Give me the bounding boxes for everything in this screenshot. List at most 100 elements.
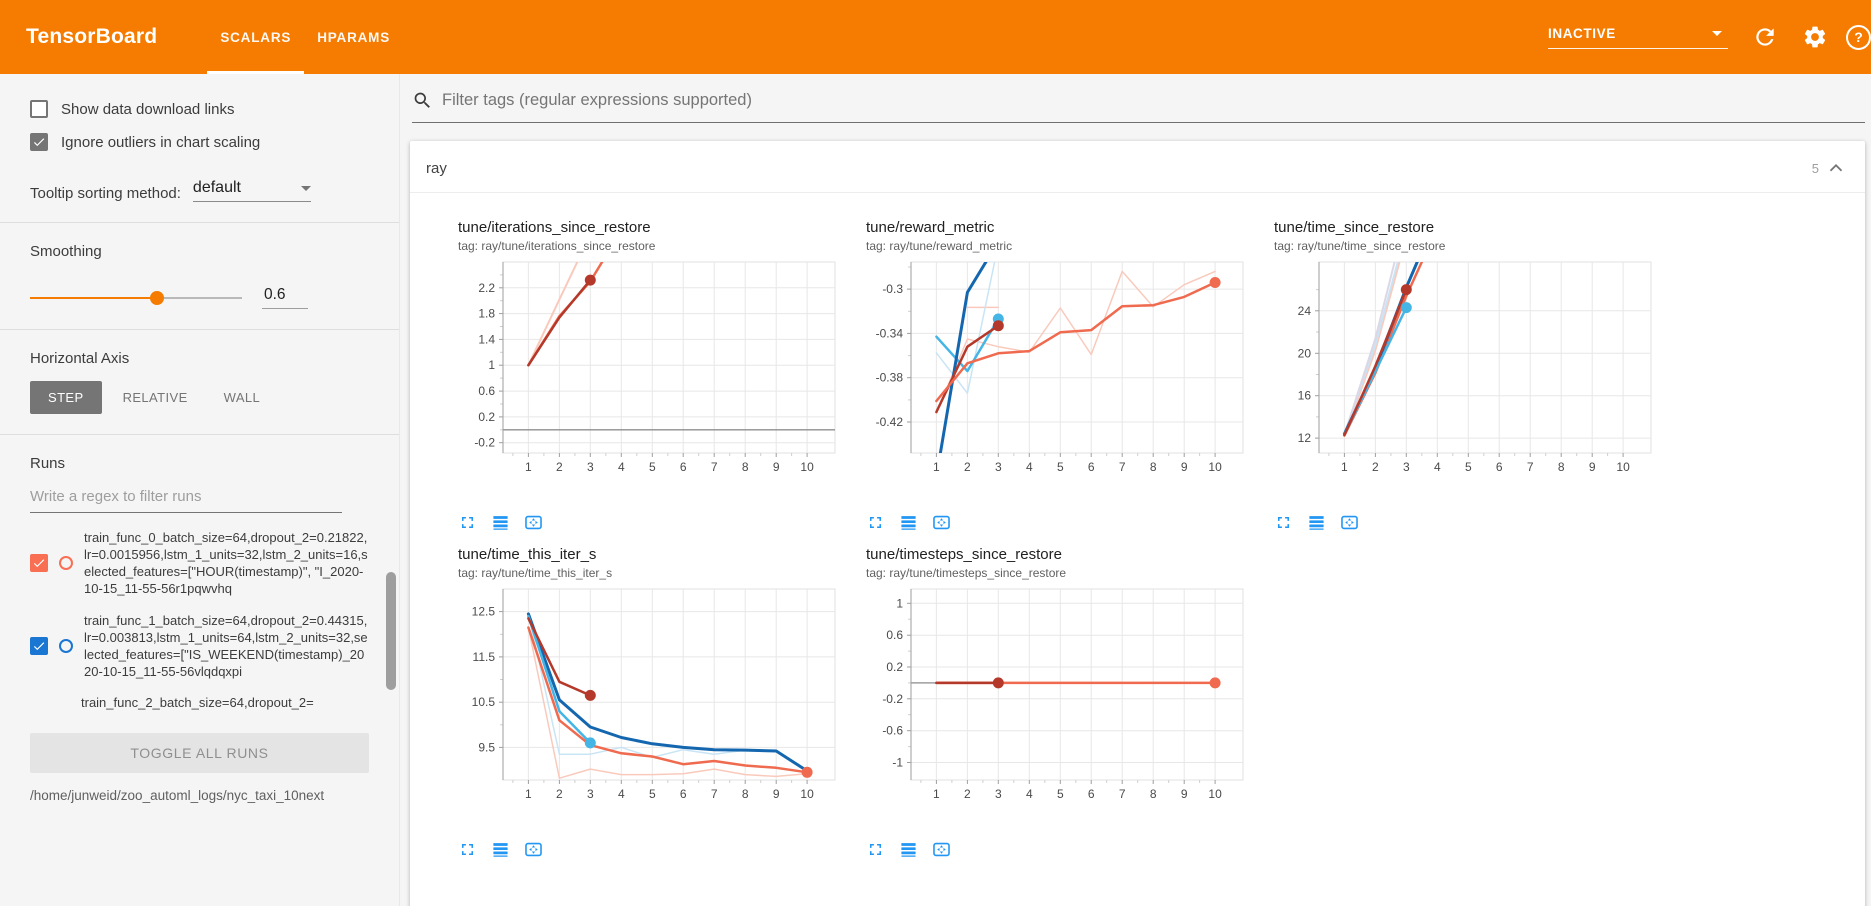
sidebar-scrollbar-thumb[interactable]: [386, 572, 396, 690]
line-chart[interactable]: 1 2 3 4 5 6 7 8 9 10 9.5 10.5 11.5 12.5: [445, 584, 853, 837]
run-radio-icon[interactable]: [59, 638, 73, 653]
smoothing-slider[interactable]: [30, 290, 242, 305]
svg-text:-0.42: -0.42: [876, 415, 904, 429]
svg-text:7: 7: [1527, 460, 1534, 474]
chart-toolbar: [866, 513, 1261, 532]
runs-list-icon[interactable]: [1307, 513, 1326, 532]
refresh-icon[interactable]: [1752, 24, 1778, 50]
chevron-down-icon: [300, 185, 311, 191]
axis-button-relative[interactable]: RELATIVE: [122, 390, 188, 405]
slider-thumb[interactable]: [150, 290, 165, 305]
chart-tag: tag: ray/tune/time_since_restore: [1274, 239, 1446, 253]
svg-text:1: 1: [1341, 460, 1348, 474]
svg-text:10: 10: [1616, 460, 1630, 474]
ignore-outliers-label: Ignore outliers in chart scaling: [61, 133, 261, 151]
svg-text:8: 8: [1150, 460, 1157, 474]
app-title: TensorBoard: [26, 25, 158, 48]
runs-regex-input[interactable]: [30, 488, 342, 513]
line-chart[interactable]: 1 2 3 4 5 6 7 8 9 10 -1 -0.6 -0.2 0.2 0.6 1: [853, 584, 1261, 837]
runs-list-icon[interactable]: [491, 840, 510, 859]
svg-text:6: 6: [1088, 460, 1095, 474]
axis-button-step[interactable]: STEP: [30, 381, 102, 414]
run-row[interactable]: train_func_2_batch_size=64,dropout_2=: [30, 694, 369, 711]
svg-text:9: 9: [1589, 460, 1596, 474]
runs-list-icon[interactable]: [899, 840, 918, 859]
smoothing-value-field[interactable]: 0.6: [262, 286, 308, 309]
svg-text:3: 3: [587, 787, 594, 801]
svg-text:-0.38: -0.38: [876, 371, 904, 385]
svg-text:7: 7: [1119, 787, 1126, 801]
status-dropdown[interactable]: INACTIVE: [1548, 26, 1728, 49]
svg-text:5: 5: [649, 460, 656, 474]
svg-text:12.5: 12.5: [472, 605, 496, 619]
fit-domain-icon[interactable]: [524, 513, 543, 532]
expand-icon[interactable]: [1274, 513, 1293, 532]
slider-fill: [30, 296, 158, 299]
tooltip-sorting-select[interactable]: default: [192, 179, 311, 202]
tooltip-sorting-value: default: [192, 179, 241, 196]
chevron-up-icon[interactable]: [1825, 157, 1847, 179]
tab-hparams[interactable]: HPARAMS: [317, 29, 391, 45]
svg-text:5: 5: [1057, 460, 1064, 474]
tag-group-header-right: 5: [1812, 157, 1847, 179]
line-chart[interactable]: 1 2 3 4 5 6 7 8 9 10 -0.42 -0.38 -0.34 -0.3: [853, 257, 1261, 510]
tooltip-sorting-row: Tooltip sorting method: default: [30, 179, 369, 202]
svg-text:11.5: 11.5: [473, 650, 496, 664]
svg-text:4: 4: [618, 787, 625, 801]
toggle-all-runs-button[interactable]: TOGGLE ALL RUNS: [30, 733, 369, 773]
fit-domain-icon[interactable]: [1340, 513, 1359, 532]
fit-domain-icon[interactable]: [932, 840, 951, 859]
settings-gear-icon[interactable]: [1802, 24, 1828, 50]
chart-title: tune/time_since_restore: [1274, 219, 1435, 236]
line-chart[interactable]: 1 2 3 4 5 6 7 8 9 10 -0.2 0.2 0.6 1 1.4 1.8 2.2: [445, 257, 853, 510]
help-icon[interactable]: ?: [1846, 24, 1871, 50]
divider: [0, 434, 399, 435]
svg-text:1: 1: [933, 460, 940, 474]
run-row[interactable]: train_func_0_batch_size=64,dropout_2=0.2…: [30, 529, 369, 598]
runs-list-icon[interactable]: [899, 513, 918, 532]
svg-text:10: 10: [800, 787, 814, 801]
svg-text:24: 24: [1298, 304, 1312, 318]
svg-text:9: 9: [1181, 787, 1188, 801]
chart-toolbar: [1274, 513, 1669, 532]
chevron-down-icon: [1712, 30, 1722, 36]
svg-text:9: 9: [1181, 460, 1188, 474]
checkbox-checked-icon[interactable]: [30, 133, 48, 151]
checkbox-unchecked-icon[interactable]: [30, 100, 48, 118]
svg-text:20: 20: [1298, 346, 1312, 360]
svg-text:3: 3: [995, 787, 1002, 801]
svg-text:6: 6: [1496, 460, 1503, 474]
line-chart[interactable]: 1 2 3 4 5 6 7 8 9 10 12 16 20 24: [1261, 257, 1669, 510]
fit-domain-icon[interactable]: [932, 513, 951, 532]
tag-group-header[interactable]: ray 5: [410, 141, 1865, 193]
expand-icon[interactable]: [866, 840, 885, 859]
smoothing-row: 0.6: [30, 286, 369, 309]
svg-text:1: 1: [525, 460, 532, 474]
runs-list-icon[interactable]: [491, 513, 510, 532]
expand-icon[interactable]: [458, 840, 477, 859]
svg-text:5: 5: [1057, 787, 1064, 801]
ignore-outliers-option[interactable]: Ignore outliers in chart scaling: [30, 133, 369, 151]
run-checkbox-icon[interactable]: [30, 554, 48, 573]
show-download-links-label: Show data download links: [61, 100, 235, 118]
runs-label: Runs: [30, 455, 66, 472]
show-download-links-option[interactable]: Show data download links: [30, 100, 369, 118]
main-content: ray 5 tune/iterations_since_restore tag: …: [400, 74, 1871, 906]
svg-text:0.2: 0.2: [886, 660, 903, 674]
svg-text:7: 7: [711, 460, 718, 474]
fit-domain-icon[interactable]: [524, 840, 543, 859]
tag-filter-input[interactable]: [442, 91, 1865, 110]
svg-text:9: 9: [773, 787, 780, 801]
axis-button-wall[interactable]: WALL: [223, 390, 261, 405]
expand-icon[interactable]: [458, 513, 477, 532]
svg-text:-0.3: -0.3: [882, 282, 903, 296]
tab-scalars[interactable]: SCALARS: [207, 0, 305, 74]
svg-text:2: 2: [556, 460, 563, 474]
run-name: train_func_0_batch_size=64,dropout_2=0.2…: [84, 530, 368, 597]
run-checkbox-icon[interactable]: [30, 636, 48, 655]
chart-tile: tune/time_since_restore tag: ray/tune/tim…: [1261, 219, 1669, 532]
run-radio-icon[interactable]: [59, 556, 73, 571]
run-row[interactable]: train_func_1_batch_size=64,dropout_2=0.4…: [30, 612, 369, 681]
expand-icon[interactable]: [866, 513, 885, 532]
